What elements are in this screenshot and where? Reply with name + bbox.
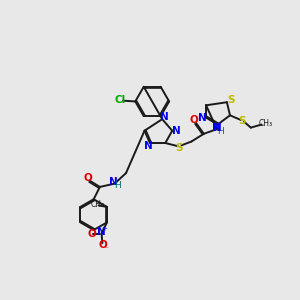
Text: N: N [212,123,220,133]
Text: O: O [87,229,96,239]
Text: N: N [198,112,207,123]
Text: H: H [114,181,121,190]
Text: N: N [109,177,117,187]
Text: N: N [160,112,169,122]
Text: S: S [176,143,183,153]
Text: N: N [172,126,181,136]
Text: Cl: Cl [114,95,125,105]
Text: H: H [218,127,224,136]
Text: +: + [102,226,108,232]
Text: S: S [227,95,235,105]
Text: N: N [213,123,222,134]
Text: N: N [97,227,106,237]
Text: CH₃: CH₃ [91,200,105,209]
Text: CH₃: CH₃ [258,118,272,127]
Text: S: S [238,116,246,127]
Text: ⁻: ⁻ [104,244,108,253]
Text: O: O [189,115,198,125]
Text: O: O [98,240,107,250]
Text: O: O [83,173,92,184]
Text: N: N [144,141,153,151]
